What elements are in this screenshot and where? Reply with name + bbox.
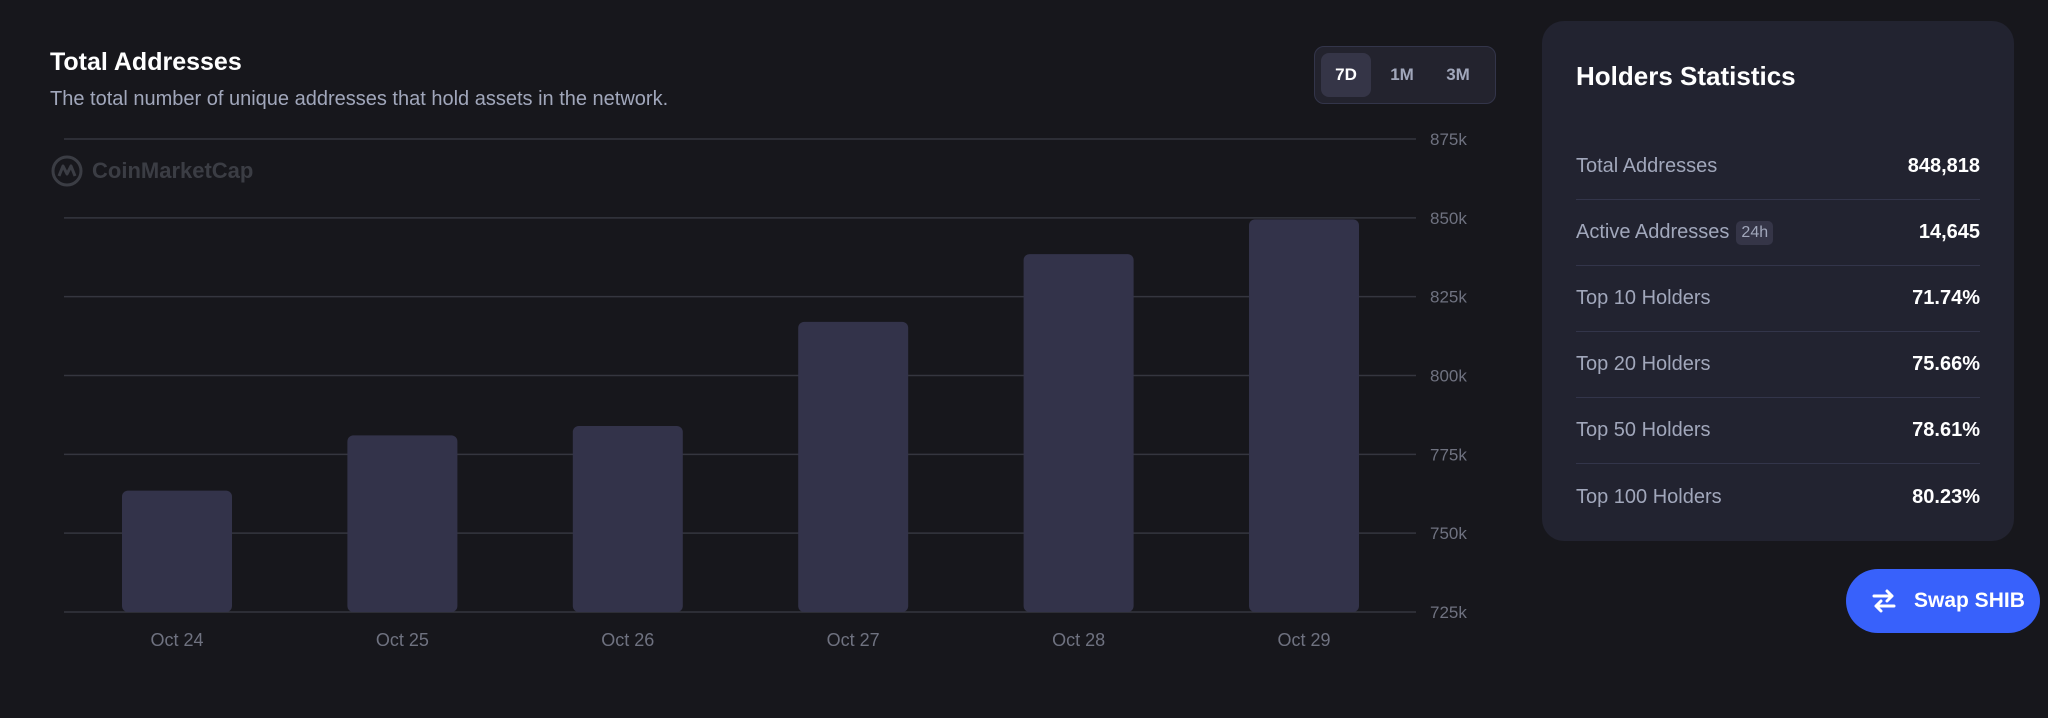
swap-button[interactable]: Swap SHIB [1846, 569, 2040, 633]
stats-list: Total Addresses 848,818 Active Addresses… [1576, 134, 1980, 530]
period-badge: 24h [1736, 220, 1774, 245]
stats-row-top-10: Top 10 Holders 71.74% [1576, 266, 1980, 332]
stats-label: Top 50 Holders [1576, 419, 1711, 441]
stats-row-top-100: Top 100 Holders 80.23% [1576, 464, 1980, 530]
stats-label: Total Addresses [1576, 155, 1718, 177]
y-tick-label: 825k [1430, 288, 1467, 307]
y-tick-label: 875k [1430, 130, 1467, 149]
tab-7d[interactable]: 7D [1321, 53, 1371, 97]
swap-arrows-icon [1872, 589, 1896, 613]
holders-statistics-card: Holders Statistics Total Addresses 848,8… [1542, 21, 2014, 541]
stats-label: Active Addresses [1576, 221, 1730, 243]
stats-value: 14,645 [1918, 221, 1980, 243]
swap-button-label: Swap SHIB [1914, 589, 2025, 612]
bar-oct-26[interactable] [572, 425, 683, 612]
stats-row-top-50: Top 50 Holders 78.61% [1576, 398, 1980, 464]
stats-label-group: Active Addresses 24h [1576, 220, 1774, 245]
bar-oct-28[interactable] [1023, 254, 1134, 612]
stats-title: Holders Statistics [1576, 61, 1796, 91]
stats-row-total-addresses: Total Addresses 848,818 [1576, 134, 1980, 200]
stats-value: 75.66% [1912, 353, 1980, 375]
stats-row-top-20: Top 20 Holders 75.66% [1576, 332, 1980, 398]
y-tick-label: 750k [1430, 524, 1467, 543]
coinmarketcap-logo-icon [51, 155, 83, 187]
coinmarketcap-watermark: CoinMarketCap [50, 154, 253, 188]
y-tick-label: 850k [1430, 209, 1467, 228]
stats-row-active-addresses: Active Addresses 24h 14,645 [1576, 200, 1980, 266]
x-tick-label: Oct 25 [376, 630, 429, 650]
x-tick-label: Oct 29 [1277, 630, 1330, 650]
x-tick-label: Oct 24 [150, 630, 203, 650]
x-tick-label: Oct 26 [601, 630, 654, 650]
bar-oct-25[interactable] [347, 435, 458, 612]
time-range-tabs: 7D 1M 3M [1314, 46, 1496, 104]
total-addresses-section: 875k 850k 825k 800k 775k 750k 725k Oct 24 Oct 25… [50, 46, 1500, 686]
stats-value: 848,818 [1907, 155, 1980, 177]
y-tick-label: 775k [1430, 445, 1467, 464]
y-tick-label: 725k [1430, 603, 1467, 622]
x-tick-label: Oct 27 [827, 630, 880, 650]
stats-label: Top 20 Holders [1576, 353, 1711, 375]
chart-subtitle: The total number of unique addresses tha… [50, 88, 669, 110]
tab-3m[interactable]: 3M [1446, 65, 1470, 84]
y-tick-label: 800k [1430, 367, 1467, 386]
bar-oct-29[interactable] [1249, 219, 1359, 612]
stats-value: 80.23% [1912, 485, 1980, 508]
stats-label: Top 10 Holders [1576, 287, 1711, 309]
stats-label: Top 100 Holders [1576, 485, 1722, 508]
bar-oct-24[interactable] [122, 490, 232, 612]
stats-value: 71.74% [1912, 287, 1980, 309]
x-tick-label: Oct 28 [1052, 630, 1105, 650]
tab-1m[interactable]: 1M [1390, 65, 1414, 84]
bar-oct-27[interactable] [798, 321, 909, 612]
chart-title: Total Addresses [50, 48, 242, 76]
bar-chart: 875k 850k 825k 800k 775k 750k 725k Oct 24 Oct 25… [64, 130, 1467, 650]
stats-value: 78.61% [1912, 419, 1980, 441]
watermark-text: CoinMarketCap [92, 158, 254, 183]
